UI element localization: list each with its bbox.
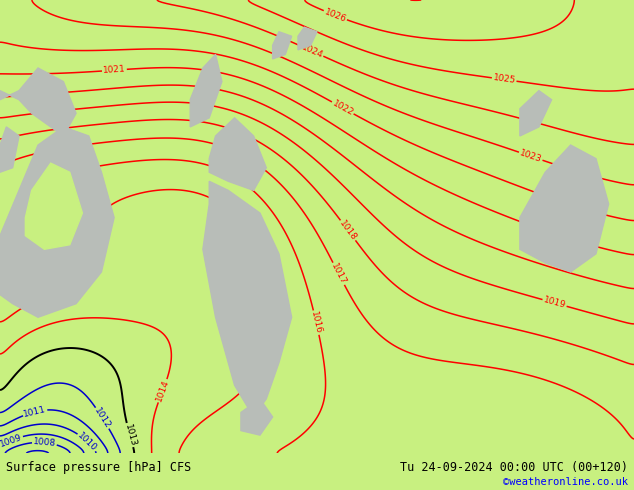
Text: 1016: 1016 [309, 310, 323, 335]
Polygon shape [190, 54, 222, 127]
Text: 1024: 1024 [300, 42, 324, 60]
Polygon shape [520, 91, 552, 136]
Text: 1021: 1021 [103, 65, 126, 75]
Text: 1019: 1019 [542, 295, 567, 310]
Polygon shape [520, 145, 609, 272]
Polygon shape [273, 32, 292, 59]
Polygon shape [203, 181, 292, 417]
Text: 1011: 1011 [23, 405, 47, 419]
Text: 1023: 1023 [519, 148, 543, 164]
Text: 1012: 1012 [93, 406, 112, 430]
Text: 1014: 1014 [155, 378, 171, 403]
Polygon shape [209, 118, 266, 190]
Polygon shape [0, 127, 19, 172]
Polygon shape [0, 68, 76, 136]
Text: 1008: 1008 [32, 437, 56, 448]
Text: 1025: 1025 [492, 74, 516, 86]
Polygon shape [25, 163, 82, 249]
Polygon shape [298, 27, 317, 50]
Text: 1020: 1020 [36, 88, 60, 99]
Text: 1022: 1022 [330, 98, 355, 118]
Text: 1017: 1017 [330, 262, 348, 286]
Polygon shape [0, 127, 114, 318]
Text: 1009: 1009 [0, 433, 23, 449]
Text: ©weatheronline.co.uk: ©weatheronline.co.uk [503, 477, 628, 487]
Text: 1026: 1026 [323, 7, 347, 24]
Text: Surface pressure [hPa] CFS: Surface pressure [hPa] CFS [6, 461, 191, 474]
Text: 1013: 1013 [122, 423, 137, 447]
Text: 1018: 1018 [337, 219, 358, 242]
Polygon shape [241, 399, 273, 435]
Text: 1010: 1010 [76, 431, 99, 453]
Text: Tu 24-09-2024 00:00 UTC (00+120): Tu 24-09-2024 00:00 UTC (00+120) [399, 461, 628, 474]
Text: 1015: 1015 [37, 284, 61, 302]
